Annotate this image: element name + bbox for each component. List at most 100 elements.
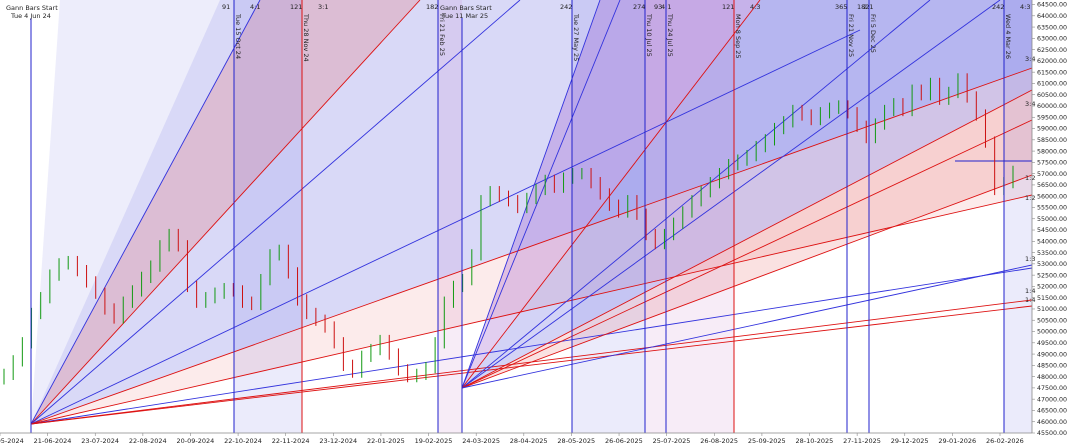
- y-tick-label-29: 60000.00: [1037, 103, 1067, 110]
- y-tick-label-22: 56500.00: [1037, 182, 1067, 189]
- fan-line-a-3: [30, 29, 861, 425]
- x-tick-label-13: 26-06-2025: [605, 437, 643, 445]
- x-tick-label-2: 23-07-2024: [81, 437, 119, 445]
- x-tick-label-9: 19-02-2025: [415, 437, 453, 445]
- fan-ratio-label-4: 1:3: [1025, 255, 1035, 263]
- y-tick-label-25: 58000.00: [1037, 148, 1067, 155]
- time-line-label-3: Tue 27 May 25: [572, 13, 580, 61]
- fan-line-a-8: [30, 305, 1033, 425]
- x-tick-label-19: 29-12-2025: [891, 437, 929, 445]
- time-line-count-5: 93: [654, 3, 662, 11]
- gann-start-date-1: Tue 4 Jun 24: [10, 12, 51, 20]
- y-tick-label-5: 48000.00: [1037, 374, 1067, 381]
- time-line-label-7: Fri 21 Nov 25: [847, 14, 855, 57]
- fan-line-a-6: [30, 267, 1033, 425]
- fan-line-b-2: [461, 0, 761, 389]
- fan-line-b-5: [461, 89, 1033, 389]
- time-line-count-7: 365: [835, 3, 847, 11]
- x-tick-label-6: 22-11-2024: [272, 437, 310, 445]
- time-line-count-0: 91: [222, 3, 230, 11]
- y-tick-label-12: 51500.00: [1037, 295, 1067, 302]
- y-tick-label-21: 56000.00: [1037, 193, 1067, 200]
- y-tick-label-31: 61000.00: [1037, 81, 1067, 88]
- y-tick-label-27: 59000.00: [1037, 126, 1067, 133]
- y-tick-label-26: 58500.00: [1037, 137, 1067, 144]
- y-tick-label-10: 50500.00: [1037, 317, 1067, 324]
- y-tick-label-7: 49000.00: [1037, 351, 1067, 358]
- time-band-0: [234, 0, 302, 433]
- fan-area-2: [31, 0, 220, 424]
- fan-line-b-0: [461, 0, 601, 389]
- time-line-count-3: 242: [560, 3, 572, 11]
- y-tick-label-34: 62500.00: [1037, 47, 1067, 54]
- y-tick-label-16: 53500.00: [1037, 250, 1067, 257]
- time-line-count-4: 274: [633, 3, 645, 11]
- time-line-count-9: 242: [992, 3, 1004, 11]
- fan-line-b-3: [461, 0, 931, 389]
- time-line-count-8: 182: [857, 3, 869, 11]
- time-line-ratio-1: 3:1: [318, 3, 328, 11]
- fan-ratio-label-5: 1:4: [1025, 287, 1035, 295]
- time-line-label-6: Mon 8 Sep 25: [734, 14, 742, 59]
- fan-ratio-label-0: 3:4: [1025, 55, 1035, 63]
- fan-area-5: [462, 0, 1032, 388]
- fan-line-a-5: [30, 194, 1033, 425]
- time-bands: [234, 0, 1032, 433]
- x-tick-label-8: 22-01-2025: [367, 437, 405, 445]
- x-tick-label-10: 24-03-2025: [462, 437, 500, 445]
- y-tick-label-37: 64000.00: [1037, 13, 1067, 20]
- y-tick-label-13: 52000.00: [1037, 284, 1067, 291]
- y-tick-label-33: 62000.00: [1037, 58, 1067, 65]
- fan-ratio-label-1: 3:4: [1025, 100, 1035, 108]
- x-tick-label-16: 25-09-2025: [748, 437, 786, 445]
- y-tick-label-24: 57500.00: [1037, 160, 1067, 167]
- y-tick-label-20: 55500.00: [1037, 205, 1067, 212]
- fan-line-b-8: [461, 264, 1033, 389]
- x-tick-label-4: 20-09-2024: [176, 437, 214, 445]
- x-tick-label-12: 28-05-2025: [557, 437, 595, 445]
- time-line-count-1: 121: [290, 3, 302, 11]
- y-tick-label-32: 61500.00: [1037, 69, 1067, 76]
- fan-lines: [30, 0, 1033, 425]
- y-tick-label-0: 45500.00: [1037, 430, 1067, 437]
- x-tick-label-0: 20-05-2024: [0, 437, 24, 445]
- fan-line-a-1: [30, 0, 421, 425]
- time-line-ratio-9: 4:3: [1020, 3, 1030, 11]
- y-tick-label-3: 47000.00: [1037, 396, 1067, 403]
- x-tick-label-11: 28-04-2025: [510, 437, 548, 445]
- time-line-count-6: 121: [722, 3, 734, 11]
- y-tick-label-36: 63500.00: [1037, 24, 1067, 31]
- time-line-ratio-7: 2:1: [863, 3, 873, 11]
- y-tick-label-30: 60500.00: [1037, 92, 1067, 99]
- x-tick-label-21: 26-02-2026: [986, 437, 1024, 445]
- fan-line-b-7: [461, 174, 1033, 389]
- time-line-label-0: Tue 15 Oct 24: [234, 13, 242, 59]
- time-line-count-2: 182: [426, 3, 438, 11]
- price-candles: [3, 73, 1014, 385]
- time-line-ratio-0: 4:1: [250, 3, 260, 11]
- x-axis: 20-05-2024 21-06-2024 23-07-2024 22-08-2024…: [0, 432, 1032, 445]
- gann-start-label-1: Gann Bars Start: [6, 4, 58, 12]
- time-line-label-4: Thu 10 Jul 25: [645, 13, 653, 57]
- y-tick-label-18: 54500.00: [1037, 227, 1067, 234]
- y-tick-label-2: 46500.00: [1037, 408, 1067, 415]
- time-line-label-8: Fri 5 Dec 25: [869, 14, 877, 53]
- time-band-3: [645, 0, 734, 433]
- x-tick-label-20: 29-01-2026: [938, 437, 976, 445]
- time-line-label-9: Wed 4 Mar 26: [1004, 14, 1012, 59]
- y-tick-label-23: 57000.00: [1037, 171, 1067, 178]
- fan-line-a-0: [30, 0, 261, 425]
- x-tick-label-5: 22-10-2024: [224, 437, 262, 445]
- y-tick-label-1: 46000.00: [1037, 419, 1067, 426]
- time-line-label-2: Fri 21 Feb 25: [438, 14, 446, 56]
- fan-line-a-4: [30, 67, 1033, 425]
- y-tick-label-9: 50000.00: [1037, 329, 1067, 336]
- fan-ratio-label-2: 1:2: [1025, 174, 1035, 182]
- y-tick-label-15: 53000.00: [1037, 261, 1067, 268]
- y-tick-label-28: 59500.00: [1037, 114, 1067, 121]
- y-tick-label-17: 54000.00: [1037, 239, 1067, 246]
- y-tick-label-35: 63000.00: [1037, 36, 1067, 43]
- time-band-4: [1004, 0, 1032, 433]
- y-tick-label-19: 55000.00: [1037, 216, 1067, 223]
